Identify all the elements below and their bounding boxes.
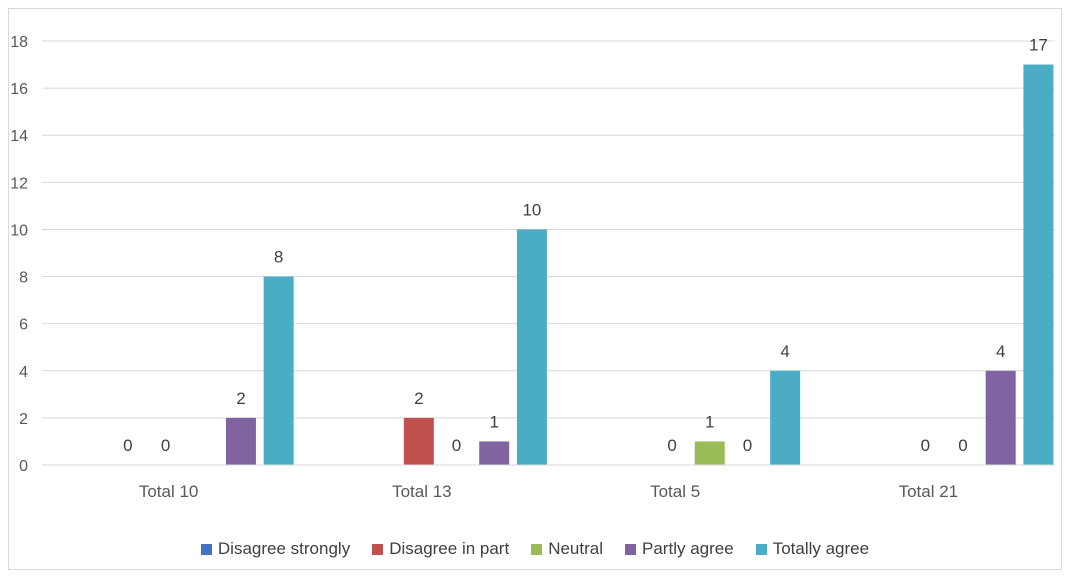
bar-neutral: [694, 441, 725, 465]
legend-label: Disagree in part: [389, 539, 510, 558]
data-label: 0: [667, 436, 676, 455]
legend-label: Totally agree: [772, 539, 870, 558]
legend-swatch: [372, 543, 384, 555]
y-tick-label: 18: [10, 34, 28, 51]
x-tick-label: Total 13: [392, 482, 452, 501]
y-tick-label: 0: [19, 458, 28, 475]
y-tick-label: 10: [10, 222, 28, 239]
data-label: 4: [996, 342, 1005, 361]
data-label: 0: [743, 436, 752, 455]
y-tick-label: 8: [19, 270, 28, 287]
data-label: 2: [414, 389, 423, 408]
x-tick-label: Total 21: [899, 482, 959, 501]
data-label: 8: [274, 248, 283, 267]
bar-partly-agree: [479, 441, 510, 465]
legend-swatch: [531, 543, 543, 555]
legend-item: Neutral: [531, 539, 603, 559]
legend-item: Disagree strongly: [200, 539, 351, 559]
legend-swatch: [625, 543, 637, 555]
x-tick-label: Total 10: [139, 482, 199, 501]
y-tick-label: 4: [19, 364, 28, 381]
bar-totally-agree: [263, 276, 294, 465]
data-label: 0: [123, 436, 132, 455]
legend-label: Partly agree: [642, 539, 734, 558]
x-tick-label: Total 5: [650, 482, 700, 501]
y-tick-label: 16: [10, 81, 28, 98]
y-tick-label: 14: [10, 128, 28, 145]
bar-totally-agree: [516, 229, 547, 465]
legend-swatch: [200, 543, 212, 555]
bar-totally-agree: [770, 370, 801, 465]
y-tick-label: 2: [19, 411, 28, 428]
data-label: 1: [705, 412, 714, 431]
data-label: 2: [236, 389, 245, 408]
legend-item: Totally agree: [755, 539, 870, 559]
chart-legend: Disagree strongly Disagree in part Neutral…: [0, 534, 1070, 564]
data-label: 4: [780, 342, 789, 361]
legend-item: Partly agree: [625, 539, 734, 559]
legend-swatch: [755, 543, 767, 555]
data-label: 0: [921, 436, 930, 455]
data-label: 17: [1029, 36, 1048, 55]
data-label: 1: [489, 412, 498, 431]
y-tick-label: 6: [19, 317, 28, 334]
data-label: 10: [522, 200, 541, 219]
y-tick-label: 12: [10, 175, 28, 192]
data-label: 0: [958, 436, 967, 455]
legend-item: Disagree in part: [372, 539, 509, 559]
data-label: 0: [161, 436, 170, 455]
legend-label: Neutral: [548, 539, 604, 558]
bar-partly-agree: [985, 370, 1016, 465]
legend-label: Disagree strongly: [217, 539, 351, 558]
bar-disagree-in-part: [403, 417, 434, 465]
data-label: 0: [452, 436, 461, 455]
bar-partly-agree: [225, 417, 256, 465]
bar-totally-agree: [1023, 64, 1054, 466]
